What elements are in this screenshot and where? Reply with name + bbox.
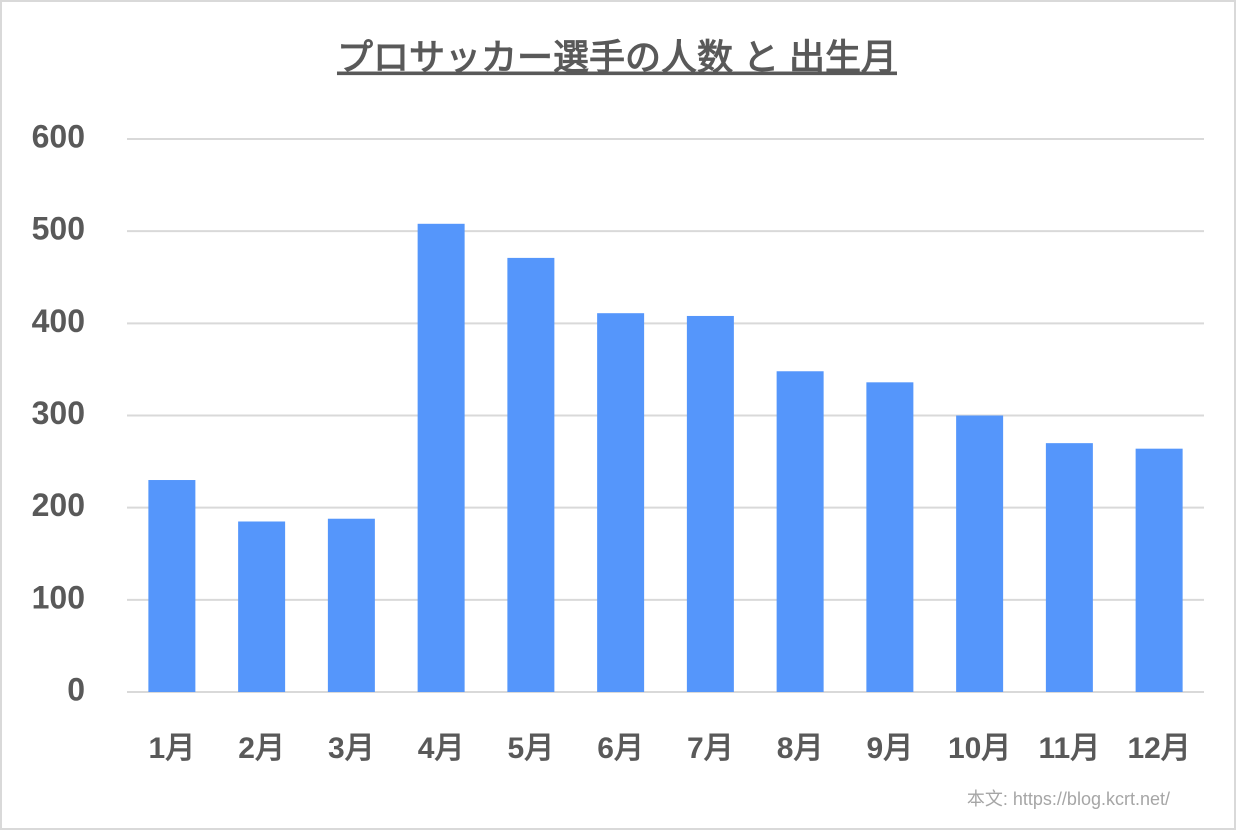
bar (686, 315, 734, 692)
bar (148, 480, 196, 692)
x-tick-label: 6月 (597, 732, 644, 765)
y-tick-label: 400 (32, 303, 85, 339)
x-tick-label: 3月 (328, 732, 375, 765)
x-tick-label: 2月 (238, 732, 285, 765)
bar (776, 371, 824, 692)
bar (238, 521, 286, 692)
y-tick-label: 600 (32, 118, 85, 154)
x-tick-label: 11月 (1039, 732, 1101, 765)
bar (956, 415, 1004, 692)
bar (1045, 443, 1093, 692)
bar (866, 382, 914, 692)
y-tick-label: 500 (32, 211, 85, 247)
x-tick-label: 7月 (687, 732, 734, 765)
chart-title: プロサッカー選手の人数 と 出生月 (337, 37, 897, 78)
bar (417, 223, 465, 692)
y-tick-label: 300 (32, 395, 85, 431)
bar (597, 313, 645, 692)
y-tick-label: 100 (32, 579, 85, 615)
bar (507, 257, 555, 692)
x-tick-label: 8月 (777, 732, 824, 765)
source-note: 本文: https://blog.kcrt.net/ (967, 789, 1170, 809)
x-tick-label: 4月 (418, 732, 465, 765)
x-tick-label: 10月 (948, 732, 1011, 765)
x-tick-label: 1月 (149, 732, 196, 765)
bar (327, 518, 375, 692)
bar (1135, 448, 1183, 692)
x-tick-label: 12月 (1127, 732, 1190, 765)
y-tick-label: 0 (67, 671, 85, 707)
y-tick-label: 200 (32, 487, 85, 523)
x-tick-label: 9月 (867, 732, 914, 765)
x-tick-label: 5月 (508, 732, 555, 765)
